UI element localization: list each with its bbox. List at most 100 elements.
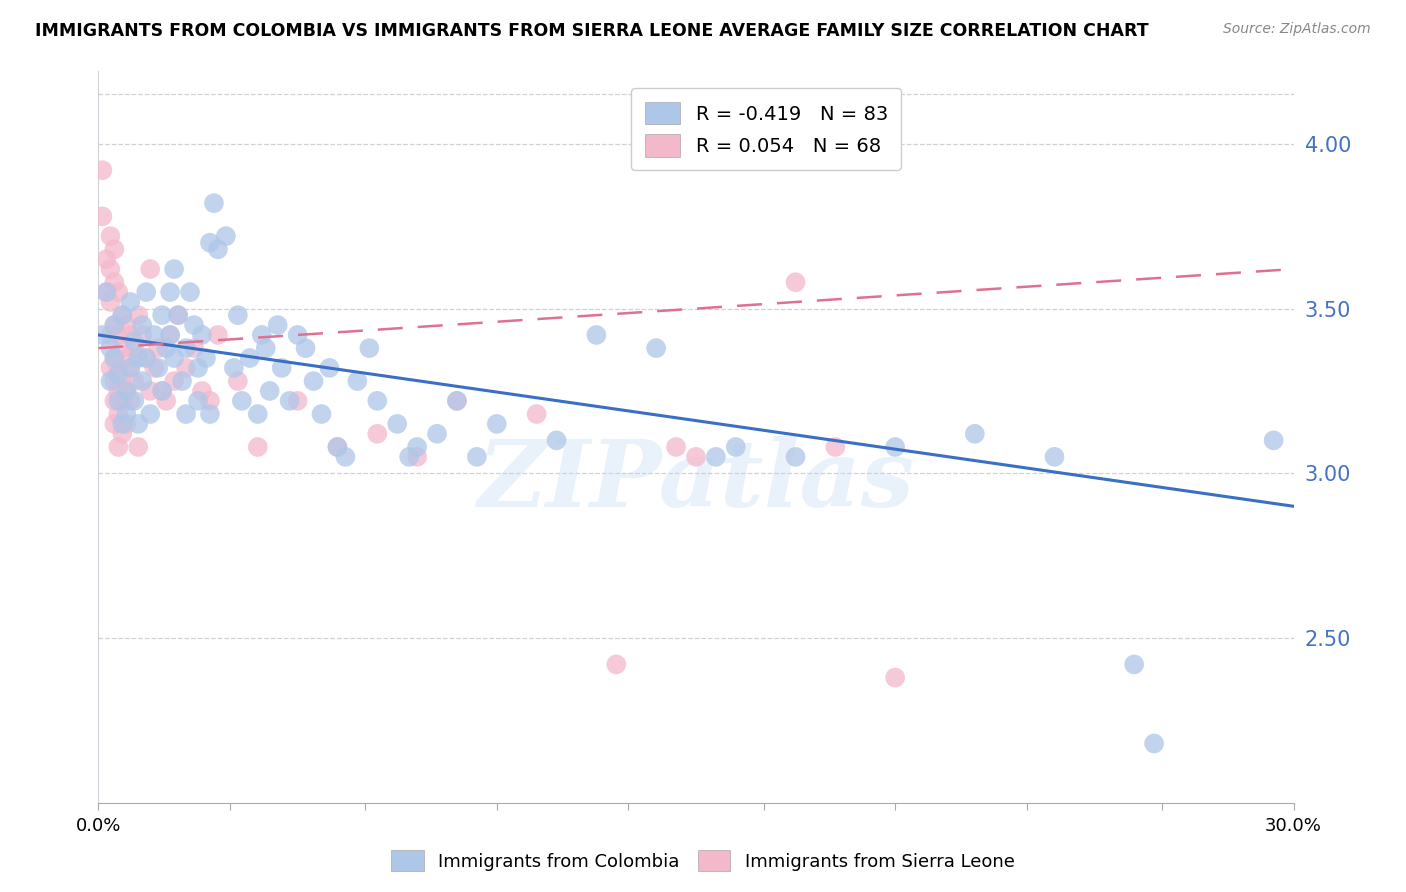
Point (724, 440, 747, 454)
Point (159, 327, 181, 342)
Point (884, 671, 907, 685)
Point (426, 426, 449, 441)
Point (191, 327, 214, 342)
Point (111, 341, 134, 355)
Point (115, 417, 138, 431)
Point (294, 341, 316, 355)
Text: IMMIGRANTS FROM COLOMBIA VS IMMIGRANTS FROM SIERRA LEONE AVERAGE FAMILY SIZE COR: IMMIGRANTS FROM COLOMBIA VS IMMIGRANTS F… (35, 22, 1149, 40)
Point (103, 351, 125, 365)
Point (135, 351, 157, 365)
Point (135, 351, 157, 365)
Point (131, 327, 153, 342)
Point (103, 275, 125, 289)
Point (120, 360, 142, 375)
Point (174, 341, 197, 355)
Point (311, 407, 333, 421)
Point (174, 407, 197, 421)
Point (139, 262, 162, 277)
Point (335, 450, 357, 464)
Point (246, 440, 269, 454)
Point (278, 393, 301, 408)
Point (785, 275, 807, 289)
Point (406, 450, 429, 464)
Point (127, 440, 149, 454)
Point (645, 341, 668, 355)
Point (143, 360, 166, 375)
Point (187, 360, 209, 375)
Point (346, 374, 368, 388)
Point (124, 393, 146, 408)
Point (96, 252, 118, 267)
Point (231, 393, 253, 408)
Point (150, 384, 173, 398)
Point (207, 327, 229, 342)
Legend: R = -0.419   N = 83, R = 0.054   N = 68: R = -0.419 N = 83, R = 0.054 N = 68 (631, 88, 901, 170)
Point (485, 417, 508, 431)
Point (824, 440, 846, 454)
Point (107, 327, 129, 342)
Point (183, 318, 205, 332)
Point (150, 384, 173, 398)
Point (98, 229, 122, 244)
Point (115, 384, 138, 398)
Point (150, 308, 173, 322)
Point (246, 407, 269, 421)
Point (198, 407, 221, 421)
Point (98, 262, 122, 277)
Point (120, 393, 142, 408)
Point (239, 351, 262, 365)
Point (183, 341, 205, 355)
Point (172, 374, 194, 388)
Point (326, 440, 349, 454)
Point (446, 393, 468, 408)
Point (191, 384, 214, 398)
Point (267, 318, 290, 332)
Text: Source: ZipAtlas.com: Source: ZipAtlas.com (1223, 22, 1371, 37)
Point (179, 285, 201, 299)
Point (1263, 434, 1285, 448)
Point (226, 374, 249, 388)
Point (107, 360, 129, 375)
Point (446, 393, 468, 408)
Point (127, 417, 149, 431)
Point (111, 417, 134, 431)
Point (287, 327, 309, 342)
Point (103, 318, 125, 332)
Point (103, 242, 125, 256)
Point (103, 393, 125, 408)
Point (107, 368, 129, 382)
Point (685, 450, 707, 464)
Point (359, 341, 381, 355)
Point (398, 450, 420, 464)
Point (98, 341, 122, 355)
Point (120, 360, 142, 375)
Point (250, 327, 273, 342)
Point (96, 285, 118, 299)
Point (318, 360, 340, 375)
Point (665, 440, 688, 454)
Point (107, 407, 129, 421)
Point (222, 360, 245, 375)
Point (131, 374, 153, 388)
Point (187, 393, 209, 408)
Point (96, 285, 118, 299)
Point (385, 417, 409, 431)
Point (159, 285, 181, 299)
Point (107, 440, 129, 454)
Point (120, 327, 142, 342)
Point (163, 374, 186, 388)
Point (254, 341, 277, 355)
Point (98, 295, 122, 310)
Point (135, 285, 157, 299)
Point (167, 308, 190, 322)
Point (202, 196, 225, 211)
Point (111, 426, 134, 441)
Point (103, 417, 125, 431)
Point (167, 308, 190, 322)
Point (91, 163, 114, 178)
Point (366, 426, 388, 441)
Point (174, 360, 197, 375)
Point (124, 334, 146, 349)
Point (546, 434, 568, 448)
Point (406, 440, 429, 454)
